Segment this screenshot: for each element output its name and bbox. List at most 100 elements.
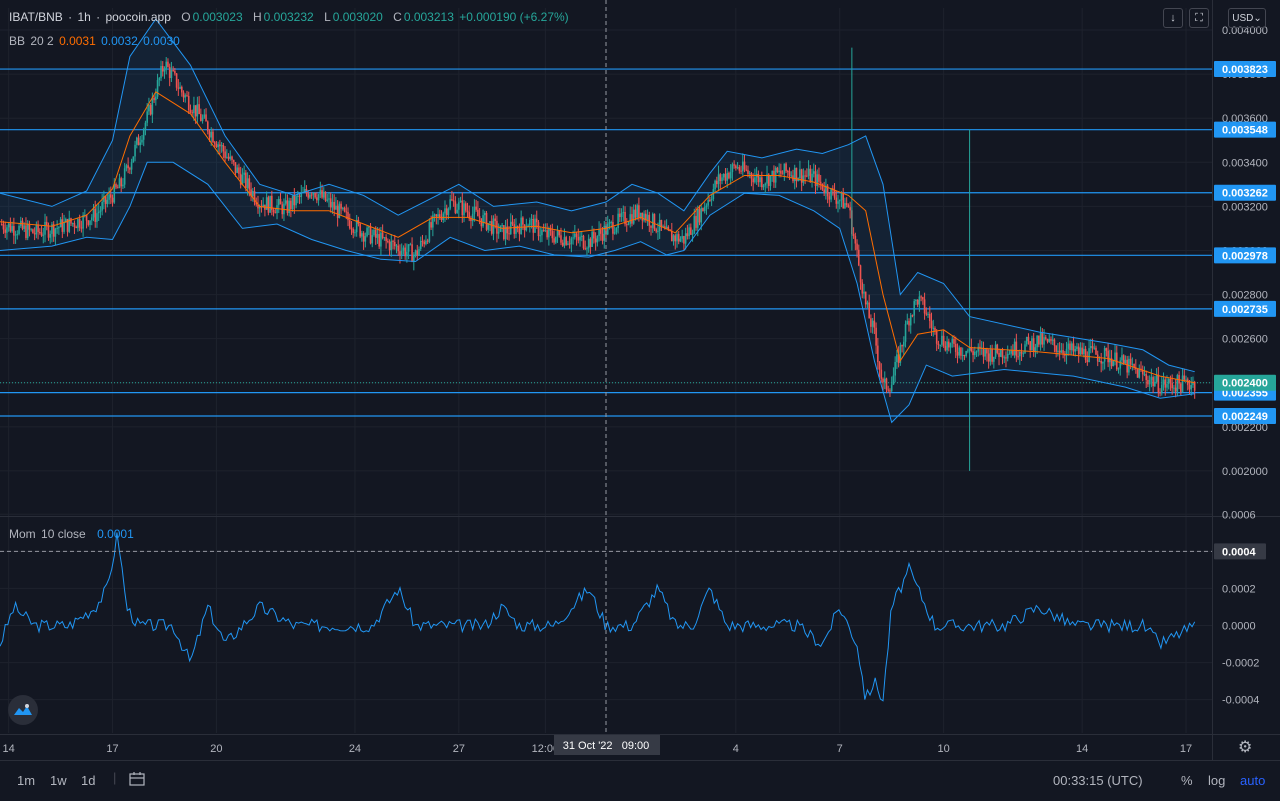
candle-body — [332, 202, 334, 208]
candle-body — [442, 213, 444, 220]
candle-body — [1123, 355, 1125, 363]
candle-body — [842, 193, 844, 208]
change-value: +0.000190 (+6.27%) — [459, 10, 568, 24]
candle-body — [749, 173, 751, 174]
candle-body — [1166, 384, 1168, 388]
tradingview-logo-icon[interactable] — [8, 695, 38, 725]
candle-body — [879, 362, 881, 370]
candle-body — [595, 238, 597, 242]
download-icon[interactable]: ↓ — [1163, 8, 1183, 28]
candle-body — [377, 234, 379, 238]
candle-body — [178, 88, 180, 89]
candle-body — [841, 193, 843, 200]
candle-body — [823, 190, 825, 193]
candle-body — [983, 348, 985, 357]
candle-body — [813, 171, 815, 174]
candle-body — [136, 138, 138, 145]
candle-body — [1078, 347, 1080, 355]
candle-body — [396, 246, 398, 247]
candle-body — [167, 62, 169, 67]
utc-clock[interactable]: 00:33:15 (UTC) — [1053, 773, 1143, 788]
candle-body — [1145, 374, 1147, 380]
candle-body — [153, 98, 155, 100]
log-toggle[interactable]: log — [1208, 773, 1225, 788]
date-range-icon[interactable] — [128, 771, 146, 790]
candle-body — [870, 318, 872, 326]
candle-body — [494, 219, 496, 221]
candle-body — [905, 324, 907, 342]
candle-body — [716, 181, 718, 184]
candle-body — [673, 235, 675, 241]
candle-body — [363, 233, 365, 241]
momentum-legend[interactable]: Mom 10 close 0.0001 — [9, 527, 136, 541]
candle-body — [1, 224, 3, 225]
mom-name: Mom — [9, 527, 36, 541]
candle-body — [1073, 343, 1075, 351]
currency-select[interactable]: USD ⌄ — [1228, 8, 1266, 28]
candle-body — [479, 216, 481, 218]
candle-body — [721, 177, 723, 181]
candle-body — [307, 193, 309, 197]
candle-body — [176, 73, 178, 87]
candle-body — [55, 229, 57, 237]
candle-body — [321, 190, 323, 197]
candle-body — [325, 192, 327, 201]
candle-body — [129, 168, 131, 169]
candle-body — [63, 223, 65, 232]
candle-body — [919, 296, 921, 304]
candle-body — [1104, 348, 1106, 362]
auto-toggle[interactable]: auto — [1240, 773, 1265, 788]
candle-body — [410, 244, 412, 245]
candle-body — [91, 217, 93, 220]
candle-body — [316, 197, 318, 200]
candle-body — [835, 198, 837, 204]
candle-body — [32, 229, 34, 233]
candle-body — [290, 201, 292, 209]
fullscreen-icon[interactable]: ⛶ — [1189, 8, 1209, 28]
candle-body — [539, 235, 541, 236]
range-1m-button[interactable]: 1m — [17, 773, 35, 788]
candle-body — [1045, 337, 1047, 339]
candle-body — [141, 140, 143, 143]
candle-body — [436, 214, 438, 216]
pair-label[interactable]: IBAT/BNB — [9, 10, 63, 24]
gear-icon[interactable]: ⚙ — [1238, 737, 1252, 757]
level-price-label: 0.002978 — [1222, 250, 1268, 262]
candle-body — [252, 191, 254, 196]
bb-legend[interactable]: BB 20 2 0.0031 0.0032 0.0030 — [9, 34, 182, 48]
candle-body — [3, 225, 5, 230]
candle-body — [939, 345, 941, 346]
candle-body — [763, 185, 765, 187]
range-1w-button[interactable]: 1w — [50, 773, 67, 788]
percent-toggle[interactable]: % — [1181, 773, 1193, 788]
candle-body — [951, 339, 953, 343]
candle-body — [1026, 337, 1028, 344]
candle-body — [858, 250, 860, 266]
candle-body — [650, 226, 652, 228]
candle-body — [1093, 348, 1095, 349]
candle-body — [773, 171, 775, 183]
candle-body — [288, 201, 290, 213]
candle-body — [614, 232, 616, 234]
candle-body — [1170, 379, 1172, 383]
candle-body — [732, 164, 734, 172]
candle-body — [552, 231, 554, 238]
candle-body — [1000, 349, 1002, 357]
candle-body — [157, 80, 159, 97]
candle-body — [223, 145, 225, 151]
candle-body — [855, 236, 857, 244]
candle-body — [1152, 377, 1154, 386]
candle-body — [391, 241, 393, 250]
candle-body — [626, 224, 628, 225]
close-value: 0.003213 — [404, 10, 454, 24]
candle-body — [1088, 348, 1090, 362]
candle-body — [79, 219, 81, 227]
range-1d-button[interactable]: 1d — [81, 773, 95, 788]
candle-body — [27, 224, 29, 238]
candle-body — [1158, 375, 1160, 393]
candle-body — [127, 165, 129, 168]
candle-body — [294, 195, 296, 205]
candle-body — [1137, 369, 1139, 378]
candle-body — [202, 118, 204, 121]
